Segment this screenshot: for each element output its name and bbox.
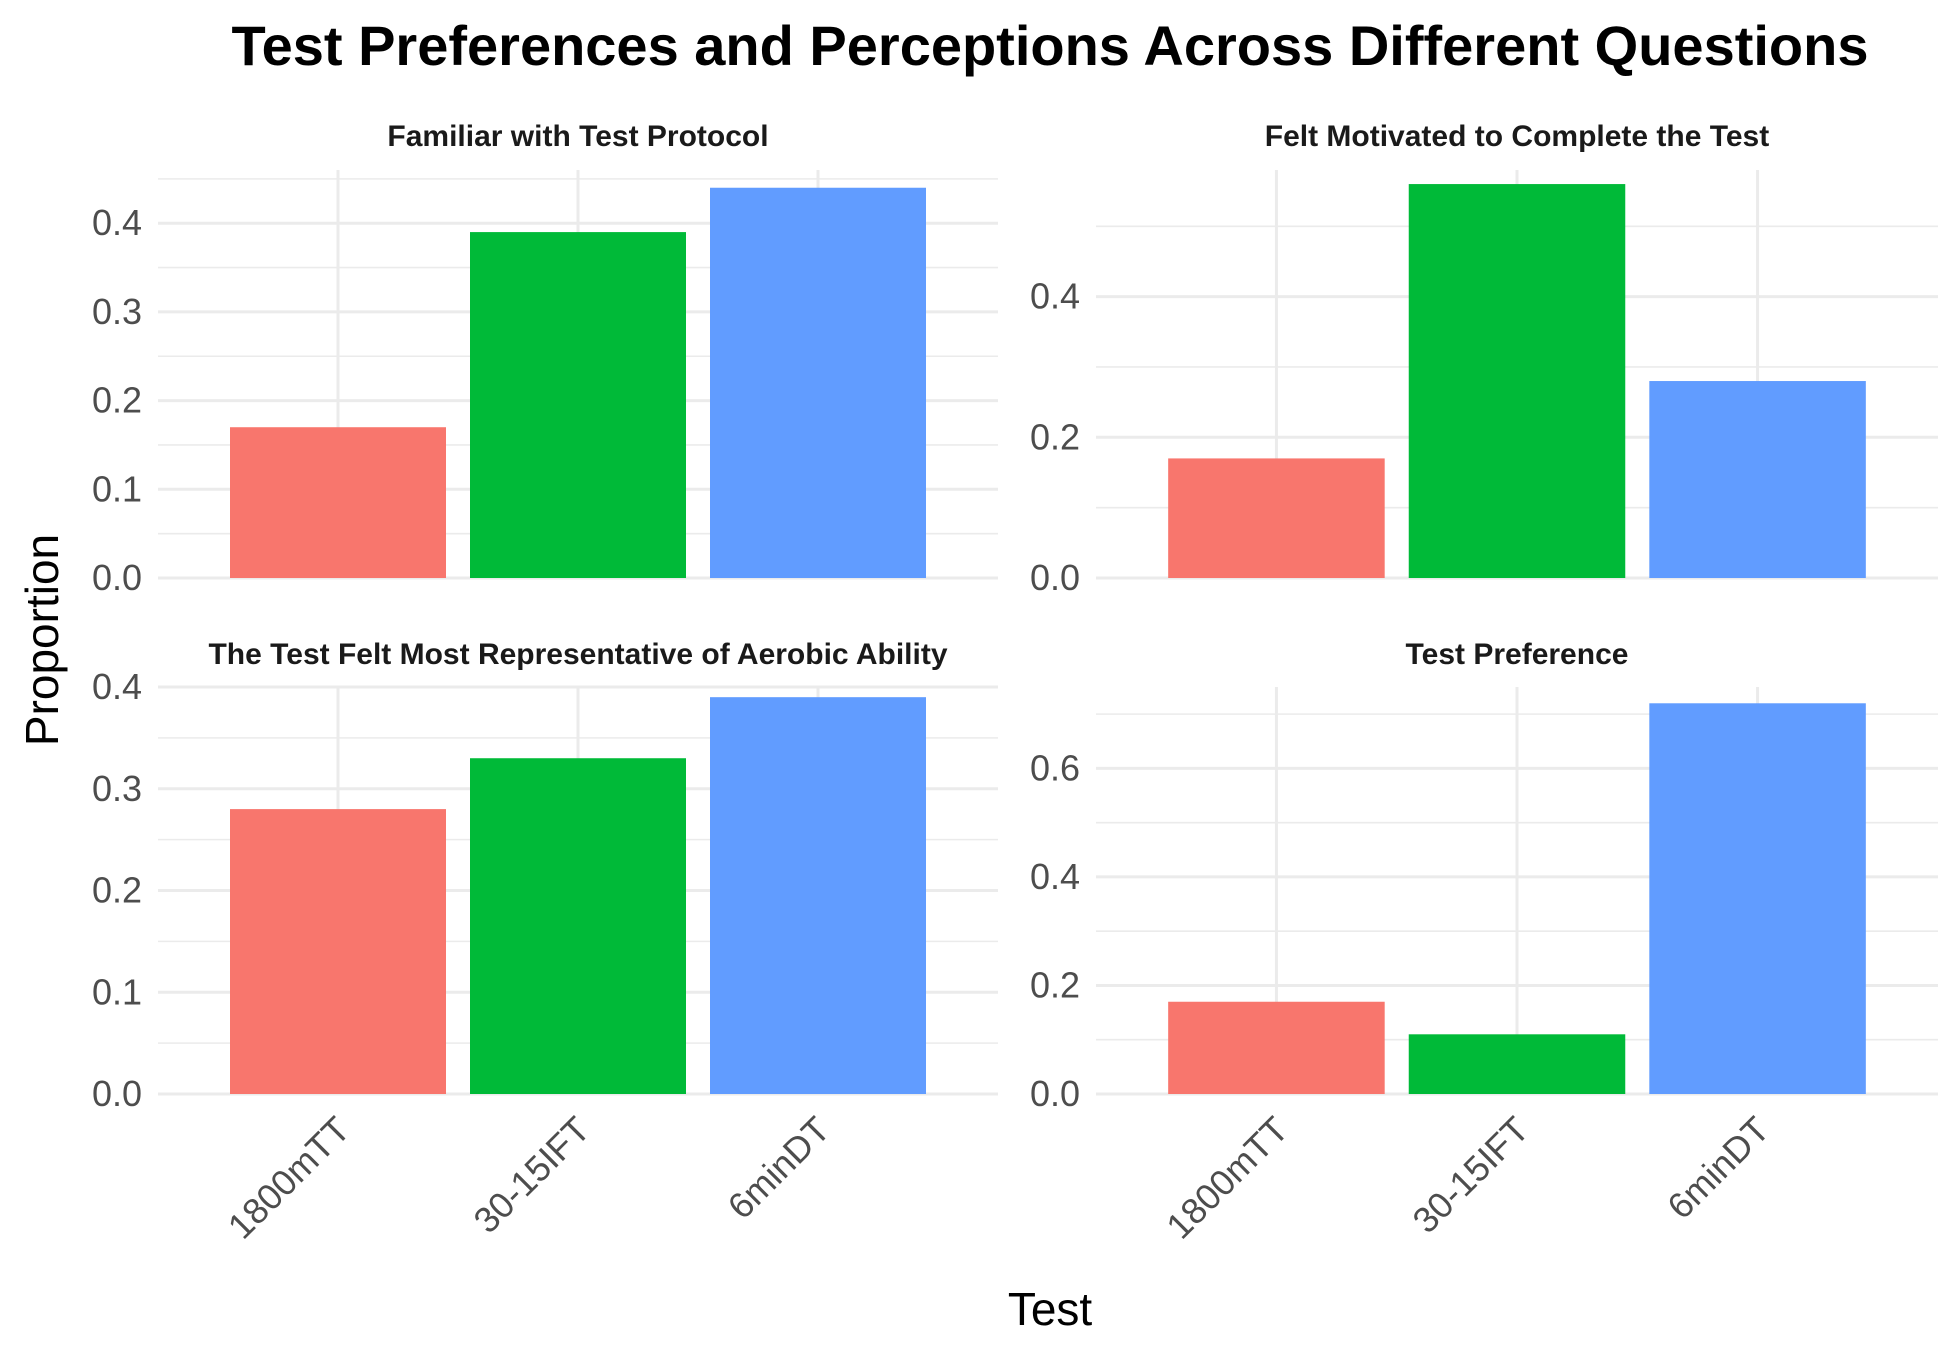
facet-title: The Test Felt Most Representative of Aer… xyxy=(208,638,947,671)
y-tick-label: 0.2 xyxy=(92,870,142,911)
y-tick-label: 0.1 xyxy=(92,468,142,509)
y-tick-label: 0.4 xyxy=(1030,856,1080,897)
y-tick-label: 0.4 xyxy=(92,202,142,243)
y-tick-label: 0.0 xyxy=(92,1073,142,1114)
facet-panel-4: 0.0 0.2 0.4 0.6 Test Preference 1800mTT 30-15I… xyxy=(1030,638,1938,1247)
y-tick-label: 0.1 xyxy=(92,971,142,1012)
x-tick-label: 30-15IFT xyxy=(465,1109,597,1241)
bar-1800mtt xyxy=(230,809,446,1094)
x-axis-title: Test xyxy=(1008,1283,1093,1335)
y-tick-label: 0.6 xyxy=(1030,747,1080,788)
facet-title: Test Preference xyxy=(1406,638,1629,671)
x-tick-label: 6minDT xyxy=(720,1109,838,1227)
bar-6mindt xyxy=(1649,703,1866,1094)
bar-30-15ift xyxy=(470,758,686,1094)
facet-panel-3: 0.0 0.1 0.2 0.3 0.4 The Test Felt Most Repres… xyxy=(92,638,998,1247)
bar-1800mtt xyxy=(1168,458,1385,578)
bar-1800mtt xyxy=(1168,1001,1385,1094)
y-tick-label: 0.0 xyxy=(1030,1073,1080,1114)
y-tick-label: 0.4 xyxy=(1030,276,1080,317)
facet-panels: 0.0 0.1 0.2 0.3 0.4 Familiar with Test Protoc… xyxy=(92,120,1938,1247)
bar-30-15ift xyxy=(1408,184,1626,578)
y-tick-label: 0.3 xyxy=(92,291,142,332)
chart-title: Test Preferences and Perceptions Across … xyxy=(232,14,1869,77)
y-axis-title: Proportion xyxy=(16,534,68,746)
y-tick-label: 0.2 xyxy=(92,380,142,421)
facet-panel-2: 0.0 0.2 0.4 Felt Motivated to Complete the … xyxy=(1030,120,1938,598)
x-tick-label: 30-15IFT xyxy=(1404,1109,1536,1241)
bar-30-15ift xyxy=(470,232,686,578)
bar-6mindt xyxy=(710,697,926,1094)
y-tick-label: 0.2 xyxy=(1030,416,1080,457)
y-tick-label: 0.2 xyxy=(1030,964,1080,1005)
y-tick-label: 0.3 xyxy=(92,768,142,809)
facet-title: Felt Motivated to Complete the Test xyxy=(1265,120,1769,153)
y-tick-label: 0.0 xyxy=(92,557,142,598)
x-tick-label: 6minDT xyxy=(1659,1109,1777,1227)
y-tick-label: 0.0 xyxy=(1030,557,1080,598)
x-tick-label: 1800mTT xyxy=(1158,1109,1296,1247)
x-tick-label: 1800mTT xyxy=(220,1109,358,1247)
bar-6mindt xyxy=(1649,381,1866,578)
y-tick-label: 0.4 xyxy=(92,666,142,707)
bar-30-15ift xyxy=(1408,1034,1626,1094)
bar-6mindt xyxy=(710,187,926,578)
facet-title: Familiar with Test Protocol xyxy=(387,120,768,153)
bar-1800mtt xyxy=(230,427,446,578)
facet-panel-1: 0.0 0.1 0.2 0.3 0.4 Familiar with Test Protoc… xyxy=(92,120,998,598)
